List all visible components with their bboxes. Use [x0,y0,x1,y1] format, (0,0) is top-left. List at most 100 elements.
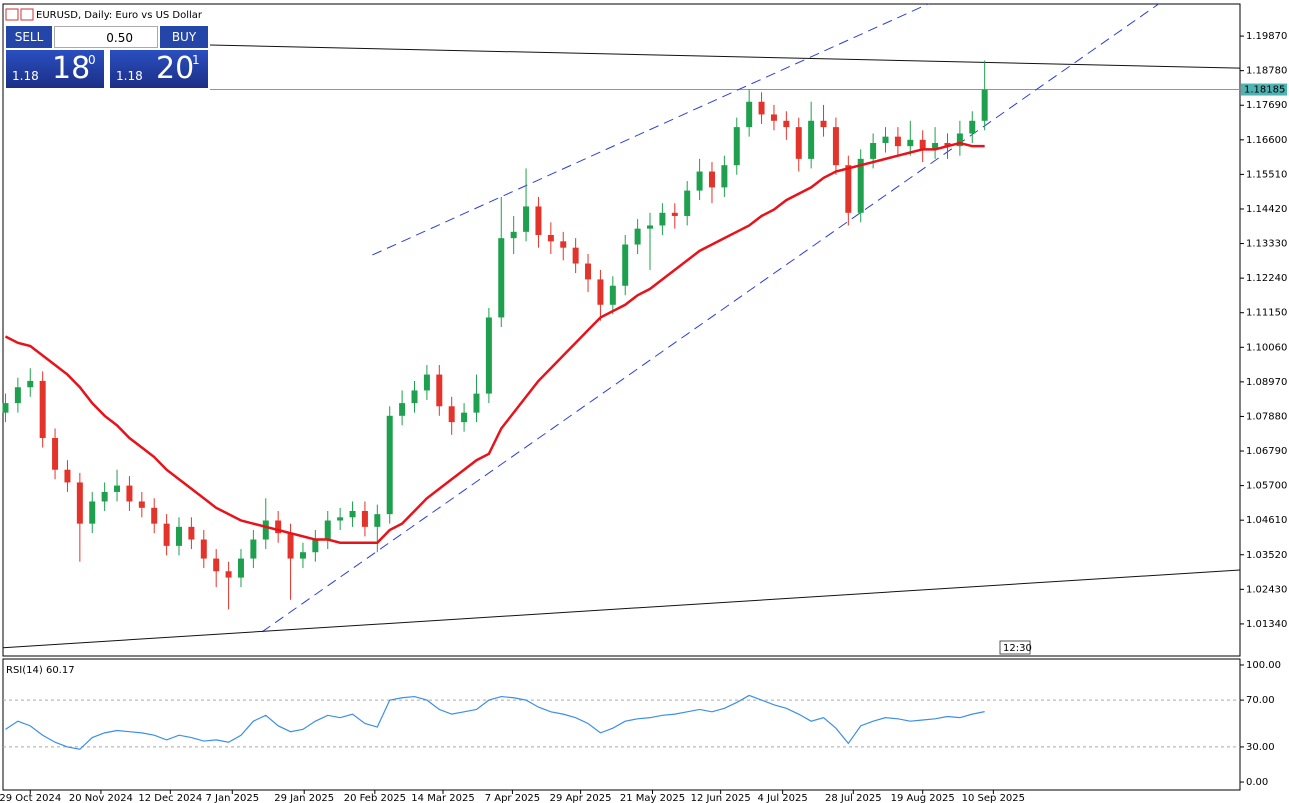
x-tick-label: 29 Oct 2024 [0,793,61,803]
candle-body [609,285,616,305]
lot-input[interactable]: 0.50 [54,26,158,48]
buy-button[interactable]: BUY [160,26,208,48]
candle-body [783,120,790,128]
candle-body [882,136,889,143]
candle-body [560,241,567,248]
candle-body [361,510,368,527]
candle-body [832,127,839,166]
icon [20,8,34,21]
y-tick-label: 1.05700 [1246,481,1287,492]
y-tick-label: 1.08970 [1246,377,1287,388]
candle-body [510,231,517,239]
rsi-frame [2,658,1241,791]
candle-body [746,101,753,128]
ask-box[interactable]: 1.18 20 1 [110,50,208,88]
x-tick-label: 20 Nov 2024 [69,793,133,803]
candle-body [870,142,877,159]
candle-body [349,510,356,518]
candle-body [795,127,802,159]
candle-body [213,558,220,572]
x-tick-label: 20 Feb 2025 [344,793,406,803]
bid-box[interactable]: 1.18 18 0 [6,50,104,88]
y-tick-label: 1.15510 [1246,169,1287,180]
icon [5,8,19,21]
candle-body [547,234,554,242]
candle-body [684,190,691,216]
y-tick-label: 1.02430 [1246,584,1287,595]
candle-body [312,539,319,553]
candle-body [126,485,133,502]
candle-body [52,438,59,470]
bid-small: 1.18 [12,69,39,83]
y-tick-label: 1.10060 [1246,342,1287,353]
candle-body [708,171,715,188]
candle-body [163,523,170,546]
y-tick-label: 1.19870 [1246,31,1287,42]
candle-body [287,533,294,559]
x-tick-label: 29 Jan 2025 [274,793,334,803]
candle-body [225,571,232,578]
chart-title: EURUSD, Daily: Euro vs US Dollar [36,10,203,21]
rsi-label: RSI(14) 60.17 [6,665,75,676]
x-tick-label: 29 Apr 2025 [550,793,612,803]
candle-body [423,374,430,391]
candle-body [857,158,864,213]
y-tick-label: 1.17690 [1246,100,1287,111]
candle-body [275,520,282,534]
candle-body [2,403,9,413]
candle-body [200,539,207,559]
x-tick-label: 7 Jan 2025 [206,793,260,803]
y-tick-label: 1.12240 [1246,273,1287,284]
candle-body [981,89,988,121]
sell-button[interactable]: SELL [6,26,52,48]
candle-body [399,403,406,416]
candle-body [845,165,852,213]
candle-body [485,317,492,394]
main-frame [2,3,1241,657]
candle-body [448,406,455,423]
candle-body [944,142,951,147]
candle-body [176,526,183,546]
trend-line [209,44,1240,69]
bid-big: 18 [52,51,91,86]
candle-body [237,558,244,578]
candle-body [907,139,914,147]
rsi-line [5,694,985,750]
x-tick-label: 14 Mar 2025 [411,793,474,803]
x-tick-label: 4 Jul 2025 [758,793,808,803]
candle-body [114,485,121,492]
y-tick-label: 1.18780 [1246,66,1287,77]
price-tag: 1.18185 [1244,85,1285,96]
y-tick-label: 1.06790 [1246,446,1287,457]
candle-body [461,412,468,423]
candle-body [956,133,963,147]
candle-body [585,263,592,280]
y-tick-label: 100.00 [1246,660,1281,671]
candle-body [299,552,306,559]
bid-sup: 0 [88,53,96,67]
ask-sup: 1 [192,53,200,67]
candle-body [696,171,703,191]
x-tick-label: 12 Jun 2025 [691,793,751,803]
trade-panel: SELL 0.50 BUY 1.18 18 0 1.18 20 1 [6,26,208,88]
candle-body [622,244,629,286]
y-tick-label: 1.16600 [1246,135,1287,146]
candle-body [919,139,926,150]
candle-body [250,539,257,559]
candle-body [14,387,21,404]
x-tick-label: 19 Aug 2025 [891,793,955,803]
candle-body [808,120,815,159]
y-tick-label: 1.03520 [1246,550,1287,561]
candle-body [64,469,71,483]
ask-small: 1.18 [116,69,143,83]
candle-body [721,165,728,188]
candle-body [647,225,654,229]
y-tick-label: 1.01340 [1246,619,1287,630]
candle-body [535,206,542,235]
trend-line [3,569,1240,649]
candle-body [138,501,145,508]
candle-body [76,482,83,524]
x-tick-label: 7 Apr 2025 [485,793,540,803]
candle-body [374,514,381,527]
